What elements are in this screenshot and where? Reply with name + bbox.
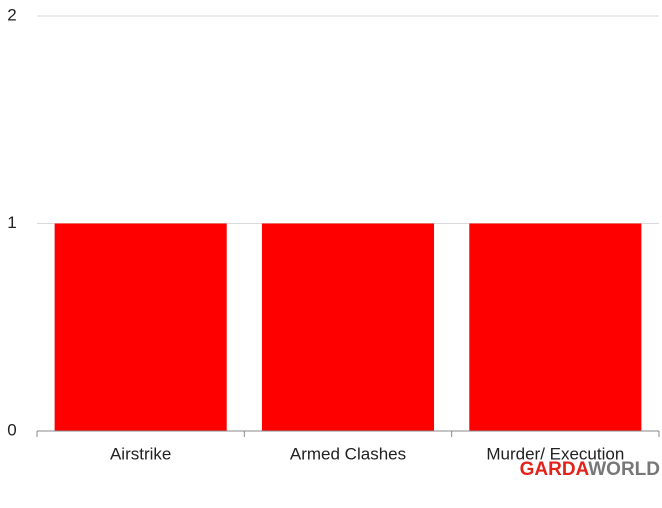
x-tick-label: Airstrike [110,444,171,463]
y-tick-label: 0 [7,420,16,439]
logo: GARDAWORLD [520,459,660,480]
logo-part: WORLD [588,459,660,480]
bar [261,223,435,431]
y-tick-label: 2 [7,5,16,24]
y-tick-label: 1 [7,213,16,232]
bar [469,223,642,431]
x-tick-label: Murder/ Execution [486,444,624,463]
bar [54,223,227,431]
x-tick-label: Armed Clashes [290,444,406,463]
logo-part: GARDA [520,459,590,480]
